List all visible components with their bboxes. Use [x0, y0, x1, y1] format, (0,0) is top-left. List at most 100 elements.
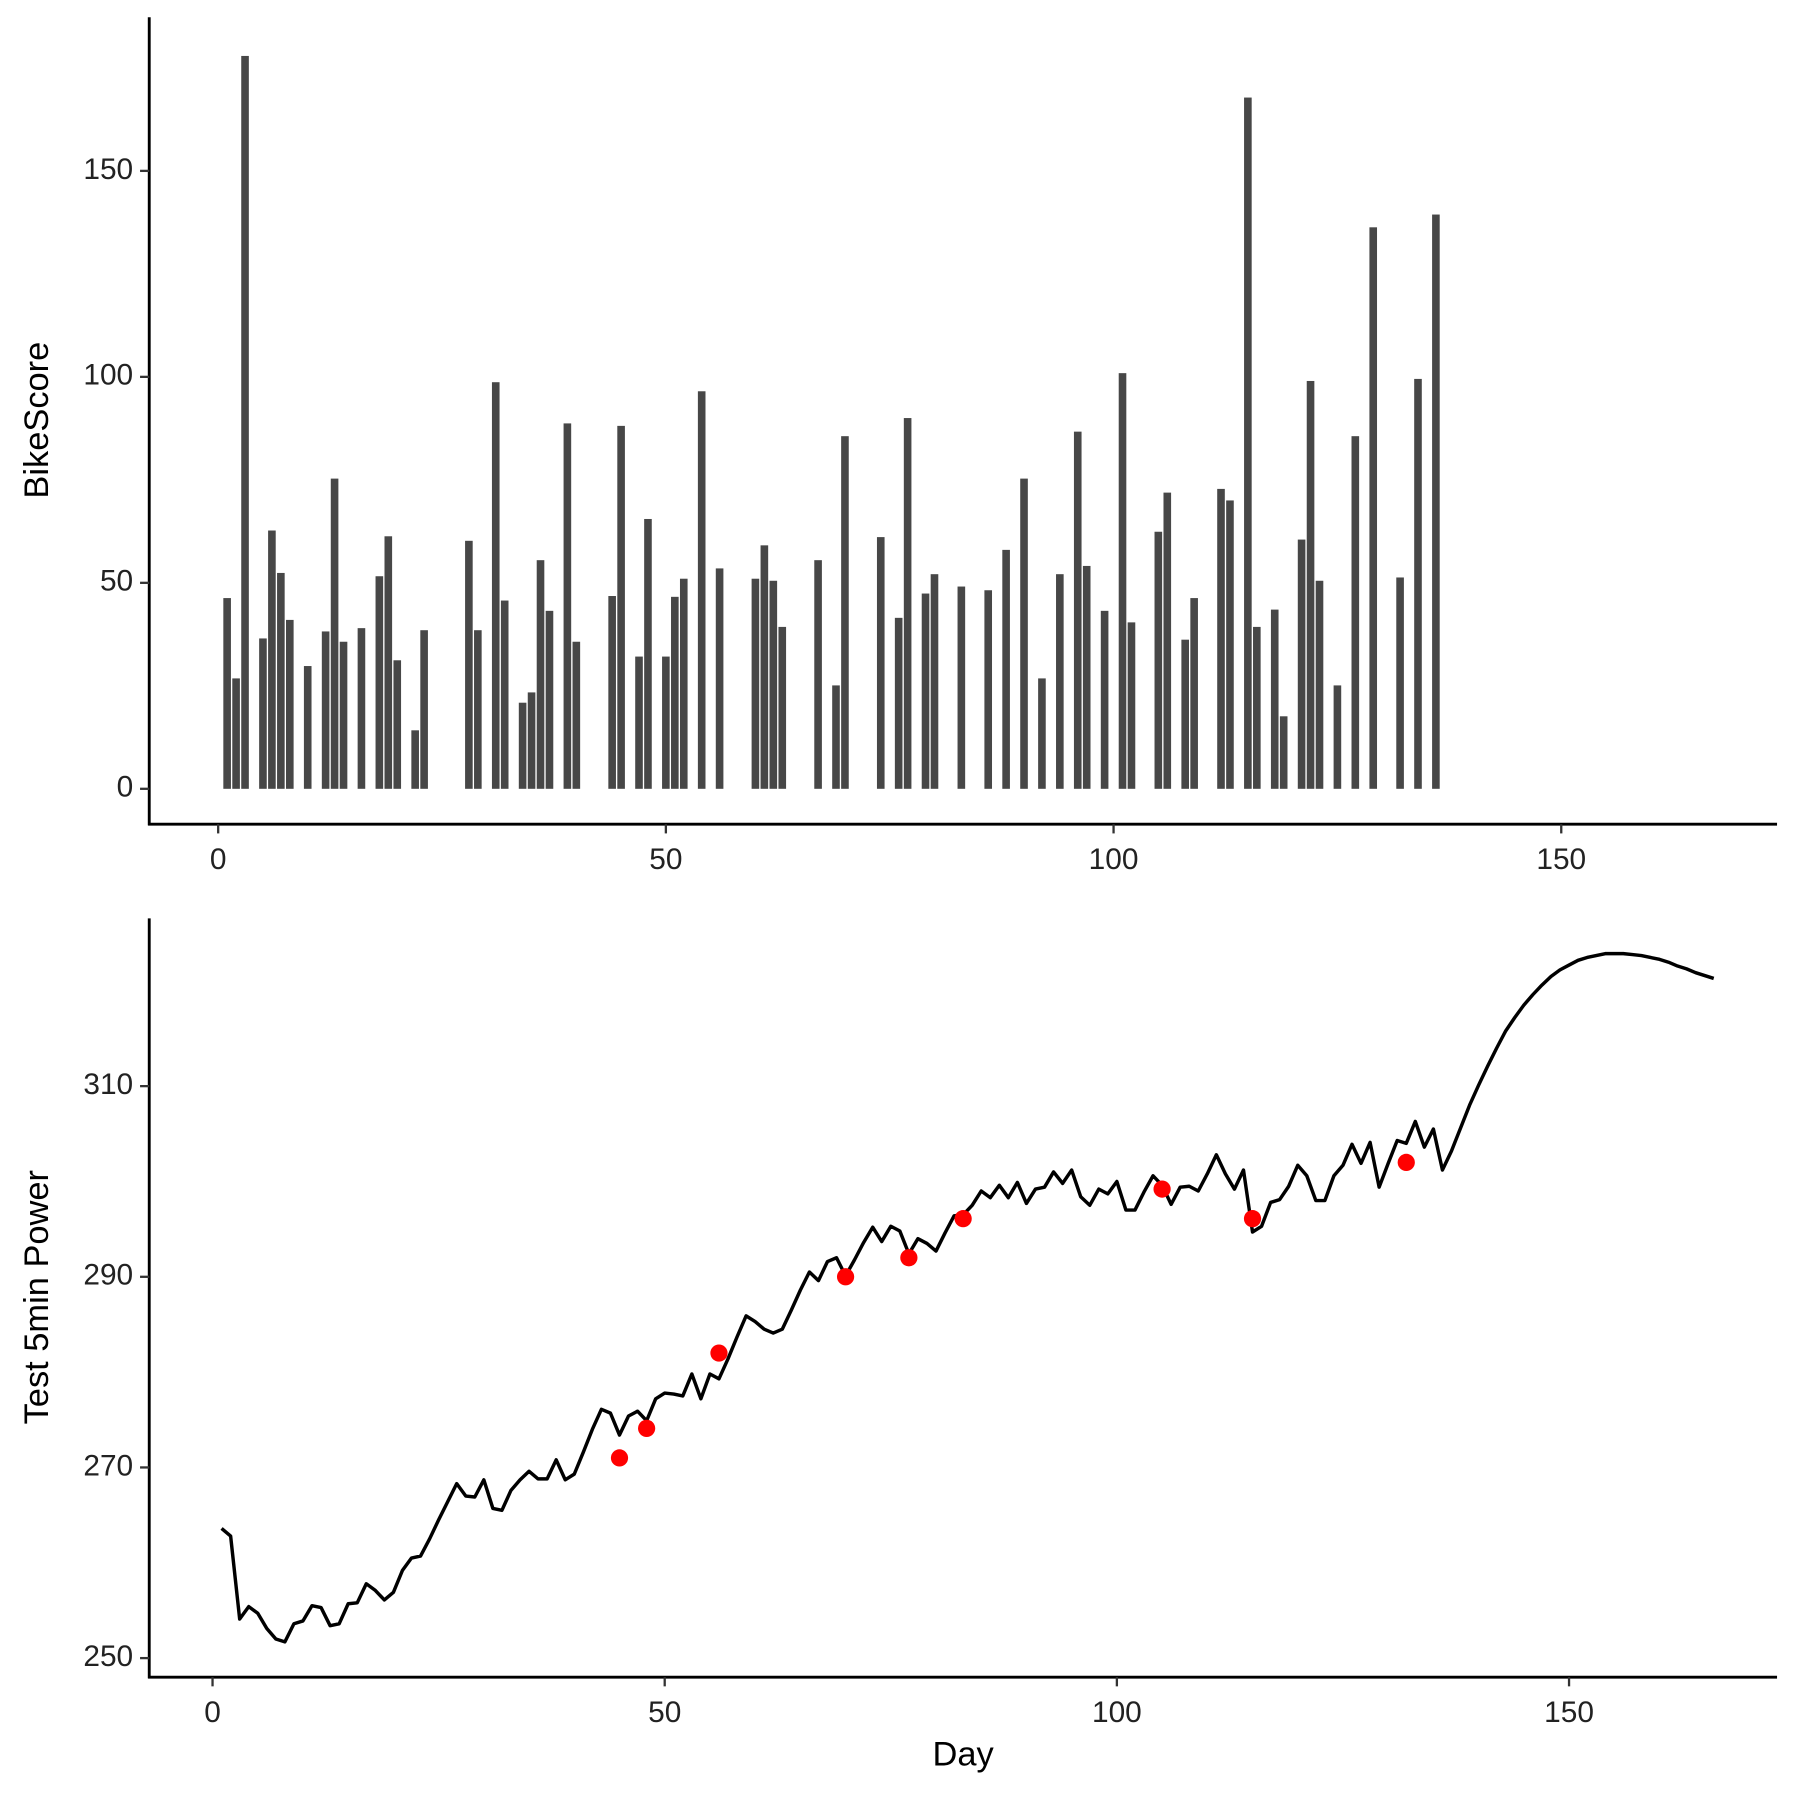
bar [277, 572, 285, 789]
bar [500, 600, 509, 789]
bar [715, 568, 724, 789]
bar [1127, 622, 1136, 789]
point [1397, 1153, 1415, 1172]
x-tick-label: 50 [648, 1696, 681, 1729]
bar [1432, 214, 1440, 789]
bar [930, 574, 939, 789]
x-tick-label: 150 [1536, 843, 1586, 876]
bar [1351, 436, 1360, 789]
bar [617, 425, 625, 789]
bar [921, 593, 930, 789]
y-tick-label: 270 [83, 1449, 133, 1482]
bar [474, 630, 482, 789]
bar [303, 666, 312, 789]
bar [769, 580, 778, 789]
bar [679, 578, 688, 789]
bar [814, 560, 822, 789]
bar [1056, 574, 1064, 789]
bar [259, 638, 267, 789]
bar [1253, 626, 1261, 789]
bar [357, 628, 366, 789]
bar [957, 586, 966, 789]
bar [527, 692, 536, 789]
bar [563, 423, 572, 789]
y-tick-label: 0 [117, 771, 134, 804]
bar [1181, 639, 1189, 789]
bar [635, 656, 643, 789]
bar [841, 436, 849, 789]
y-tick-label: 100 [83, 359, 133, 392]
x-tick-label: 100 [1092, 1696, 1142, 1729]
bar [1217, 488, 1225, 789]
bar [1279, 716, 1288, 789]
bar [1038, 678, 1046, 789]
point [638, 1419, 656, 1437]
bar [411, 730, 419, 789]
bar [321, 631, 330, 789]
point [710, 1344, 728, 1362]
bar [286, 619, 294, 789]
bar [232, 678, 240, 789]
bar [393, 660, 402, 789]
bar [268, 530, 276, 789]
bar [1414, 378, 1422, 789]
bar [465, 540, 473, 789]
x-tick-label: 0 [204, 1696, 221, 1729]
x-tick-label: 50 [649, 843, 682, 876]
point [1243, 1210, 1262, 1228]
bar [697, 391, 706, 789]
bar [903, 418, 912, 789]
bar [241, 55, 249, 789]
bar [375, 576, 384, 789]
x-tick-label: 0 [210, 843, 227, 876]
bar [608, 596, 616, 789]
y-tick-label: 50 [100, 565, 133, 598]
bar [223, 598, 231, 789]
bar [1190, 598, 1198, 789]
bar [1082, 565, 1091, 789]
bar [1100, 610, 1109, 789]
y-tick-label: 250 [83, 1640, 133, 1673]
y-tick-label: 150 [83, 153, 133, 186]
bar [1163, 492, 1172, 789]
bar [1306, 380, 1315, 789]
point [954, 1210, 972, 1228]
bar [1244, 97, 1252, 789]
bar [671, 596, 679, 789]
bar [1297, 539, 1306, 789]
bar [832, 685, 840, 789]
bar [1333, 685, 1342, 789]
line [220, 951, 1715, 1644]
bar [984, 590, 993, 789]
bar [778, 626, 787, 789]
x-tick-label: 100 [1089, 843, 1139, 876]
bar [644, 518, 652, 789]
bar [1020, 478, 1028, 789]
x-axis-title: Day [933, 1735, 995, 1773]
bar [1396, 577, 1404, 789]
bar [491, 382, 500, 789]
bar [384, 536, 393, 789]
point [836, 1268, 855, 1286]
bar [545, 610, 554, 789]
x-tick-label: 150 [1544, 1696, 1594, 1729]
bar [1154, 531, 1163, 789]
y-axis-title: BikeScore [18, 342, 56, 499]
bar [876, 537, 885, 789]
bar [339, 641, 348, 789]
y-tick-label: 290 [83, 1259, 133, 1292]
bar [662, 656, 670, 789]
bar [751, 578, 760, 789]
bar [1369, 227, 1378, 789]
y-tick-label: 310 [83, 1068, 133, 1101]
bar [1226, 500, 1234, 789]
bar [536, 560, 545, 789]
bar [1073, 431, 1082, 789]
bar [330, 478, 339, 789]
bar [894, 617, 903, 789]
bar [1315, 580, 1324, 789]
bar [1118, 373, 1127, 789]
bar [1002, 549, 1010, 789]
point [900, 1249, 918, 1267]
